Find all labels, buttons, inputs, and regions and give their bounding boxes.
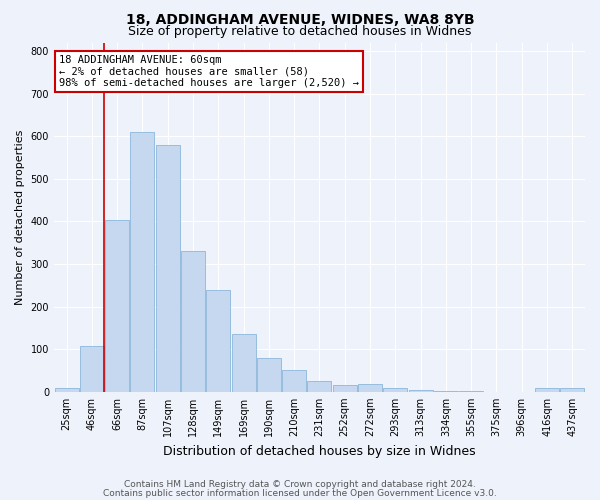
Text: 18 ADDINGHAM AVENUE: 60sqm
← 2% of detached houses are smaller (58)
98% of semi-: 18 ADDINGHAM AVENUE: 60sqm ← 2% of detac… bbox=[59, 54, 359, 88]
Bar bbox=[383, 388, 407, 392]
Bar bbox=[560, 388, 584, 392]
Bar bbox=[333, 385, 357, 392]
Bar bbox=[232, 334, 256, 392]
Bar bbox=[257, 358, 281, 392]
Bar bbox=[156, 144, 180, 392]
Bar bbox=[535, 388, 559, 392]
Text: Size of property relative to detached houses in Widnes: Size of property relative to detached ho… bbox=[128, 25, 472, 38]
Bar bbox=[409, 390, 433, 392]
Bar bbox=[105, 220, 129, 392]
Text: Contains public sector information licensed under the Open Government Licence v3: Contains public sector information licen… bbox=[103, 488, 497, 498]
Bar bbox=[206, 290, 230, 392]
Bar bbox=[55, 388, 79, 392]
Bar bbox=[181, 251, 205, 392]
Bar bbox=[130, 132, 154, 392]
Text: Contains HM Land Registry data © Crown copyright and database right 2024.: Contains HM Land Registry data © Crown c… bbox=[124, 480, 476, 489]
Bar bbox=[434, 391, 458, 392]
Bar bbox=[80, 346, 104, 392]
X-axis label: Distribution of detached houses by size in Widnes: Distribution of detached houses by size … bbox=[163, 444, 476, 458]
Bar bbox=[282, 370, 306, 392]
Bar bbox=[358, 384, 382, 392]
Y-axis label: Number of detached properties: Number of detached properties bbox=[15, 130, 25, 305]
Text: 18, ADDINGHAM AVENUE, WIDNES, WA8 8YB: 18, ADDINGHAM AVENUE, WIDNES, WA8 8YB bbox=[125, 12, 475, 26]
Bar bbox=[307, 381, 331, 392]
